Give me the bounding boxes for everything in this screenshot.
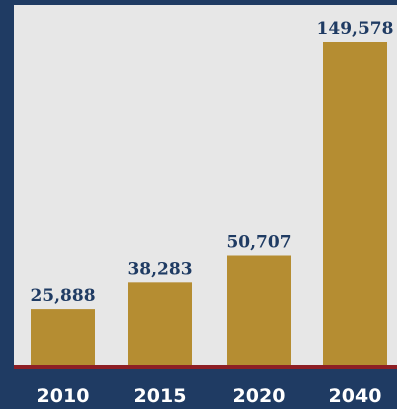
x-axis-tick-labels: 2010 2015 2020 2040 (37, 385, 382, 407)
value-label-2040: 149,578 (317, 19, 394, 39)
value-label-2010: 25,888 (30, 286, 95, 306)
value-label-2020: 50,707 (226, 233, 291, 253)
bar-2020 (227, 255, 291, 365)
value-labels: 25,888 38,283 50,707 149,578 (30, 19, 393, 306)
x-tick-2010: 2010 (37, 385, 90, 407)
bar-2015 (128, 282, 192, 365)
x-tick-2020: 2020 (233, 385, 286, 407)
bar-2010 (31, 309, 95, 365)
value-label-2015: 38,283 (127, 259, 192, 279)
x-tick-2040: 2040 (329, 385, 382, 407)
bar-2040 (323, 42, 387, 365)
x-tick-2015: 2015 (134, 385, 187, 407)
chart-baseline (14, 365, 397, 369)
bar-series (31, 42, 387, 365)
